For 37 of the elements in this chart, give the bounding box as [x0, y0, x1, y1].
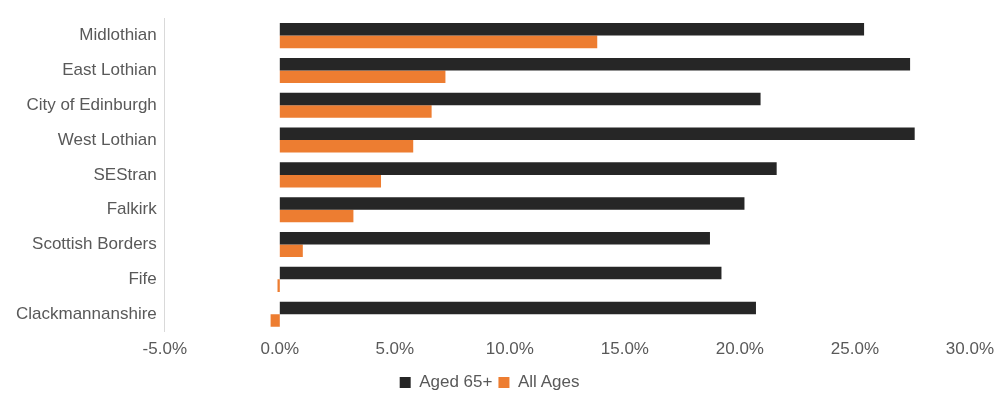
- y-tick-label: Scottish Borders: [32, 234, 157, 254]
- y-tick-label: East Lothian: [62, 60, 157, 80]
- bar: [279, 23, 865, 36]
- y-tick-label: Midlothian: [79, 25, 157, 45]
- bar: [279, 301, 756, 315]
- bar: [279, 70, 446, 83]
- bar: [279, 232, 710, 245]
- bar: [279, 127, 915, 141]
- bar: [279, 162, 777, 175]
- bar: [279, 35, 598, 49]
- legend-label: Aged 65+: [419, 372, 493, 392]
- bar: [279, 57, 911, 71]
- x-tick-label: 30.0%: [945, 339, 994, 359]
- y-tick-label: Fife: [128, 269, 157, 289]
- x-tick-label: 25.0%: [830, 339, 879, 359]
- bar: [277, 279, 280, 292]
- x-tick-label: 0.0%: [260, 339, 300, 359]
- y-tick-label: Falkirk: [106, 199, 158, 219]
- x-tick-label: 15.0%: [600, 339, 649, 359]
- x-tick-label: 5.0%: [375, 339, 415, 359]
- y-tick-label: Clackmannanshire: [15, 303, 157, 323]
- bar: [279, 197, 745, 210]
- y-tick-label: West Lothian: [57, 129, 157, 149]
- y-tick-label: SEStran: [93, 164, 157, 184]
- bar: [279, 140, 414, 153]
- legend-label: All Ages: [517, 372, 580, 392]
- y-tick-label: City of Edinburgh: [26, 94, 157, 114]
- x-tick-label: 10.0%: [485, 339, 534, 359]
- bar: [279, 92, 761, 106]
- x-tick-label: -5.0%: [142, 339, 187, 359]
- bar: [270, 314, 280, 327]
- bar: [279, 244, 303, 258]
- x-tick-label: 20.0%: [715, 339, 764, 359]
- bar: [279, 266, 722, 280]
- bar: [279, 174, 382, 188]
- bar: [279, 105, 432, 118]
- bar: [279, 209, 354, 223]
